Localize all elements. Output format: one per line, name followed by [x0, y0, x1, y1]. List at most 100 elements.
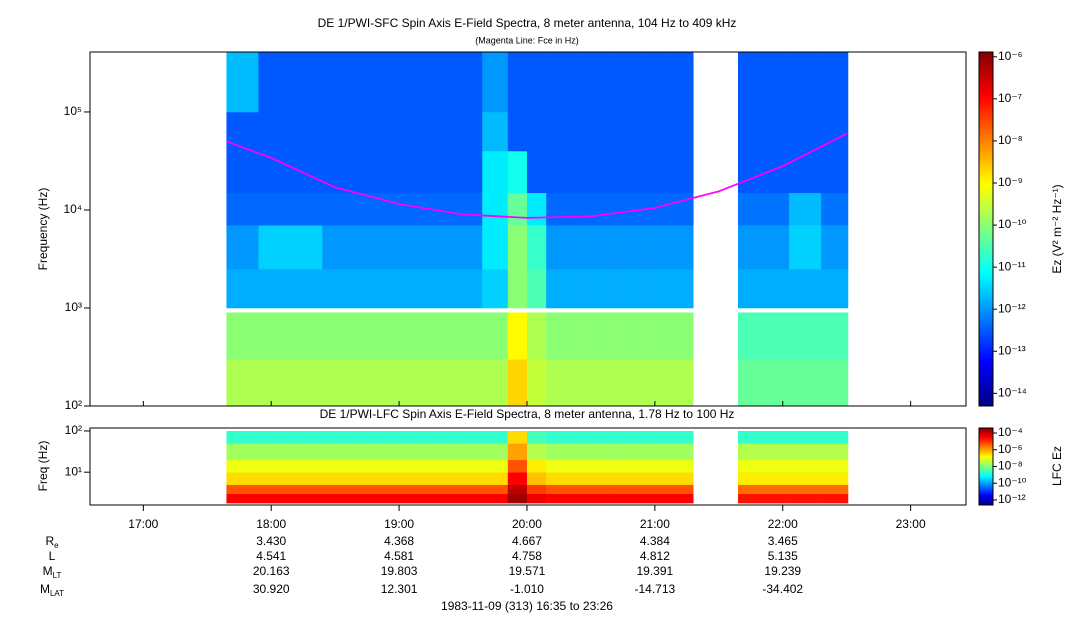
colorbar-swatch — [979, 285, 993, 289]
spectrogram-cell — [258, 312, 291, 360]
spectrogram-cell — [578, 493, 611, 504]
spectrogram-cell — [322, 192, 355, 226]
spectrogram-cell — [578, 268, 611, 309]
spectrogram-cell — [290, 52, 323, 113]
colorbar-swatch — [979, 501, 993, 503]
spectrogram-cell — [789, 225, 822, 270]
colorbar-swatch — [979, 338, 993, 342]
ephemeris-value: 4.384 — [640, 534, 670, 548]
spectrogram-cell — [578, 111, 611, 152]
spectrogram-cell — [546, 312, 579, 360]
spectrogram-cell — [507, 312, 528, 360]
x-tick-label: 21:00 — [640, 517, 670, 531]
spectrogram-cell — [290, 111, 323, 152]
colorbar-swatch — [979, 311, 993, 316]
spectrogram-cell — [226, 484, 259, 495]
colorbar-swatch — [979, 385, 993, 389]
spectrogram-cell — [578, 430, 611, 444]
spectrogram-cell — [769, 359, 790, 407]
colorbar-swatch — [979, 276, 993, 280]
colorbar-swatch — [979, 167, 993, 171]
ephemeris-label: L — [49, 549, 56, 563]
colorbar-swatch — [979, 326, 993, 330]
spectrogram-cell — [642, 459, 668, 473]
spectrogram-cell — [610, 430, 643, 444]
spectrogram-cell — [507, 225, 528, 270]
colorbar-swatch — [979, 493, 993, 495]
ephemeris-value: 4.758 — [512, 549, 542, 563]
chart-title: DE 1/PWI-LFC Spin Axis E-Field Spectra, … — [320, 407, 735, 421]
colorbar-tick-label: 10⁻⁸ — [998, 459, 1023, 473]
spectrogram-cell — [821, 225, 849, 270]
spectrogram-cell — [737, 484, 771, 495]
spectrogram-cell — [789, 459, 822, 473]
spectrogram-cell — [667, 111, 694, 152]
ephemeris-value: 4.541 — [256, 549, 286, 563]
colorbar-swatch — [979, 397, 993, 401]
colorbar-swatch — [979, 202, 993, 206]
ephemeris-label: MLAT — [40, 582, 64, 598]
colorbar-swatch — [979, 119, 993, 124]
colorbar-swatch — [979, 435, 993, 437]
x-tick-label: 17:00 — [128, 517, 158, 531]
spectrogram-cell — [450, 312, 483, 360]
colorbar-swatch — [979, 90, 993, 94]
colorbar-swatch — [979, 199, 993, 203]
colorbar-swatch — [979, 155, 993, 159]
colorbar-swatch — [979, 361, 993, 366]
spectrogram-cell — [507, 52, 528, 113]
colorbar-swatch — [979, 237, 993, 242]
colorbar-swatch — [979, 99, 993, 103]
colorbar-swatch — [979, 226, 993, 230]
y-axis-label: Frequency (Hz) — [36, 188, 50, 271]
spectrogram-cell — [610, 443, 643, 461]
spectrogram-cell — [482, 472, 509, 485]
colorbar-swatch — [979, 479, 993, 481]
colorbar-swatch — [979, 474, 993, 476]
spectrogram-cell — [354, 111, 387, 152]
ephemeris-value: 19.239 — [764, 564, 801, 578]
colorbar-swatch — [979, 487, 993, 489]
colorbar-swatch — [979, 437, 993, 439]
spectrogram-cell — [354, 312, 387, 360]
spectrogram-cell — [578, 359, 611, 407]
spectrogram-cell — [821, 472, 849, 485]
spectrogram-cell — [482, 443, 509, 461]
colorbar-swatch — [979, 494, 993, 496]
spectrogram-cell — [418, 268, 451, 309]
colorbar-swatch — [979, 503, 993, 505]
x-tick-label: 20:00 — [512, 517, 542, 531]
spectrogram-cell — [667, 493, 694, 504]
colorbar-swatch — [979, 489, 993, 491]
colorbar-swatch — [979, 164, 993, 168]
spectrogram-cell — [642, 493, 668, 504]
spectrogram-cell — [450, 225, 483, 270]
colorbar-swatch — [979, 456, 993, 459]
spectrogram-cell — [737, 225, 771, 270]
spectrogram-cell — [290, 493, 323, 504]
colorbar-swatch — [979, 494, 993, 496]
colorbar-swatch — [979, 388, 993, 392]
colorbar-swatch — [979, 491, 993, 493]
ephemeris-label-main: L — [49, 549, 56, 563]
colorbar-swatch — [979, 459, 993, 461]
colorbar-swatch — [979, 503, 993, 505]
spectrogram-cell — [578, 459, 611, 473]
spectrogram-cell — [578, 443, 611, 461]
colorbar-swatch — [979, 172, 993, 177]
colorbar-swatch — [979, 54, 993, 59]
plot-frame — [89, 427, 967, 506]
spectrogram-cell — [821, 493, 849, 504]
spectrogram-cell — [526, 192, 547, 226]
spectrogram-cell — [226, 52, 259, 113]
colorbar-swatch — [979, 502, 993, 504]
spectrogram-cell — [322, 359, 355, 407]
colorbar-swatch — [979, 267, 993, 271]
colorbar-swatch — [979, 243, 993, 248]
spectrogram-cell — [821, 52, 849, 113]
plot-frame — [89, 51, 967, 407]
colorbar-swatch — [979, 464, 993, 466]
spectrogram-cell — [769, 111, 790, 152]
spectrogram-cell — [507, 472, 528, 485]
